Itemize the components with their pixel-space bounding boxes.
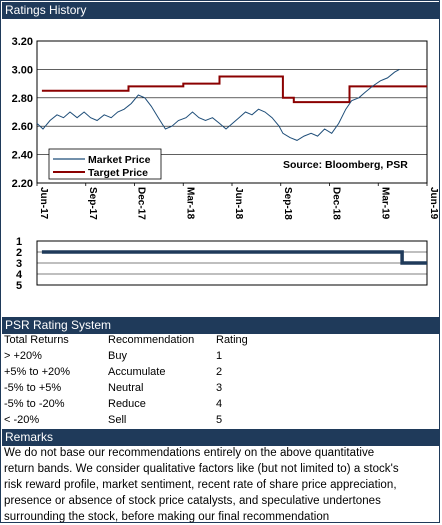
rating-tick-label: 2	[16, 247, 22, 259]
row-rating: 4	[216, 398, 223, 410]
row-total-returns: < -20%	[4, 414, 40, 426]
legend-label: Target Price	[88, 167, 148, 179]
legend-box	[48, 148, 162, 180]
row-recommendation: Accumulate	[108, 366, 166, 378]
remarks-header: Remarks	[2, 429, 440, 446]
x-tick-label: Dec-17	[136, 187, 147, 220]
row-recommendation: Reduce	[108, 398, 146, 410]
row-recommendation: Sell	[108, 414, 127, 426]
header-rating: Rating	[216, 334, 248, 346]
rating-tick-label: 3	[16, 258, 22, 270]
x-tick-label: Jun-18	[233, 187, 244, 220]
header-total-returns: Total Returns	[4, 334, 69, 346]
row-recommendation: Neutral	[108, 382, 144, 394]
x-tick-label: Sep-17	[87, 187, 98, 220]
row-rating: 5	[216, 414, 223, 426]
target-price-line	[41, 75, 427, 104]
remarks-line: surrounding the stock, before making our…	[4, 511, 330, 523]
rating-tick-label: 1	[16, 237, 22, 248]
x-tick-label: Mar-18	[184, 187, 195, 220]
remarks-line: return bands. We consider qualitative fa…	[4, 463, 399, 475]
y-tick-label: 2.80	[12, 93, 33, 105]
x-tick-label: Jun-19	[428, 187, 439, 220]
price-chart: 2.20 2.40 2.60 2.80 3.00 3.20 Jun-17 Sep-17 Dec-…	[12, 36, 439, 220]
row-rating: 3	[216, 382, 223, 394]
row-recommendation: Buy	[108, 350, 127, 362]
y-tick-label: 3.00	[12, 64, 33, 76]
y-tick-label: 2.40	[12, 150, 33, 162]
x-tick-label: Sep-18	[282, 187, 293, 220]
y-tick-label: 3.20	[12, 36, 33, 48]
rating-tick-label: 4	[16, 269, 23, 281]
remarks-text: We do not base our recommendations entir…	[4, 445, 440, 525]
remarks-line: risk reward profile, market sentiment, r…	[4, 479, 397, 491]
y-tick-label: 2.60	[12, 121, 33, 133]
x-tick-label: Jun-17	[38, 187, 49, 220]
x-tick-label: Mar-19	[379, 187, 390, 220]
row-total-returns: -5% to +5%	[4, 382, 62, 394]
row-rating: 1	[216, 350, 223, 362]
ratings-history-header: Ratings History	[2, 2, 440, 19]
rating-system-header: PSR Rating System	[2, 317, 440, 334]
y-tick-label: 2.20	[12, 178, 33, 190]
header-recommendation: Recommendation	[108, 334, 195, 346]
remarks-line: presence or absence of stock price catal…	[4, 495, 381, 507]
rating-line	[41, 250, 427, 265]
legend-label: Market Price	[88, 154, 151, 166]
market-price-line	[36, 68, 400, 141]
x-tick-label: Dec-18	[331, 187, 342, 220]
row-total-returns: > +20%	[4, 350, 42, 362]
row-total-returns: +5% to +20%	[4, 366, 71, 378]
rating-tick-label: 5	[16, 280, 22, 291]
row-rating: 2	[216, 366, 223, 378]
remarks-line: We do not base our recommendations entir…	[4, 447, 375, 459]
source-label: Source: Bloomberg, PSR	[283, 159, 408, 171]
row-total-returns: -5% to -20%	[4, 398, 65, 410]
